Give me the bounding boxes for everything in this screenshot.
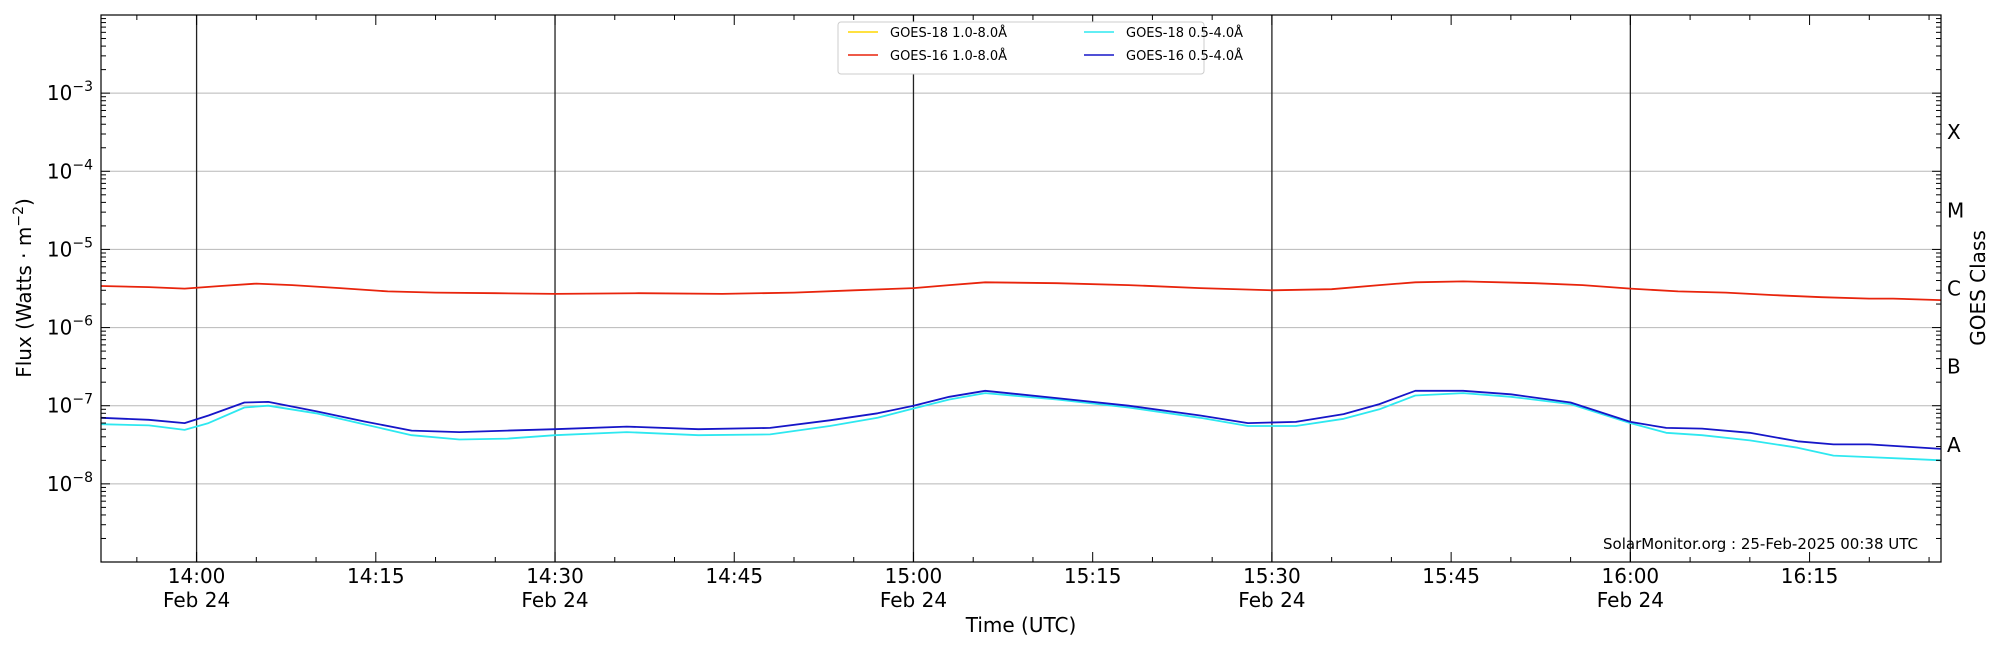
y-axis-label-exponent: −2: [11, 206, 27, 227]
y-tick-labels: 10−310−410−510−610−710−8: [47, 79, 93, 496]
y-tick-mantissa: 10: [47, 81, 72, 105]
goes-class-x: X: [1947, 120, 1961, 144]
series-lines: [100, 280, 1942, 462]
x-tick-label-time: 15:30: [1243, 564, 1301, 588]
x-tick-label-time: 15:15: [1064, 564, 1122, 588]
y-tick-mantissa: 10: [47, 394, 72, 418]
x-tick-label-time: 16:00: [1602, 564, 1660, 588]
x-tick-label-time: 14:30: [526, 564, 584, 588]
goes-class-axis-label: GOES Class: [1966, 230, 1990, 346]
plot-frame: [100, 14, 1942, 563]
legend-label: GOES-16 1.0-8.0Å: [890, 48, 1007, 64]
y-tick-exponent: −3: [72, 79, 93, 95]
y-tick-label: 10−3: [47, 79, 93, 105]
legend-label: GOES-18 0.5-4.0Å: [1126, 25, 1243, 41]
goes-class-b: B: [1947, 355, 1961, 379]
y-tick-exponent: −8: [72, 470, 93, 486]
credit-text: SolarMonitor.org : 25-Feb-2025 00:38 UTC: [1603, 535, 1918, 553]
y-tick-mantissa: 10: [47, 472, 72, 496]
y-tick-mantissa: 10: [47, 316, 72, 340]
goes-class-c: C: [1947, 277, 1961, 301]
series-line-1: [100, 280, 1942, 301]
x-axis-label: Time (UTC): [965, 613, 1077, 637]
x-tick-label-time: 15:00: [885, 564, 943, 588]
series-line-2: [100, 392, 1942, 462]
goes-class-m: M: [1947, 198, 1964, 222]
y-tick-label: 10−8: [47, 470, 93, 496]
y-tick-label: 10−7: [47, 392, 93, 418]
legend-label: GOES-18 1.0-8.0Å: [890, 25, 1007, 41]
y-tick-label: 10−6: [47, 314, 93, 340]
y-axis-label: Flux (Watts · m−2): [11, 198, 36, 378]
legend-label: GOES-16 0.5-4.0Å: [1126, 48, 1243, 64]
y-tick-exponent: −6: [72, 314, 93, 330]
x-tick-label-time: 15:45: [1422, 564, 1480, 588]
legend: GOES-18 1.0-8.0Å GOES-16 1.0-8.0Å GOES-18 …: [837, 21, 1243, 75]
y-tick-exponent: −4: [72, 157, 93, 173]
y-tick-label: 10−5: [47, 235, 93, 261]
x-tick-label-date: Feb 24: [163, 588, 230, 612]
axis-ticks: [101, 15, 1941, 563]
x-tick-label-date: Feb 24: [521, 588, 588, 612]
x-tick-label-time: 14:00: [168, 564, 226, 588]
gridlines: [101, 92, 1941, 485]
x-tick-label-date: Feb 24: [1597, 588, 1664, 612]
y-axis-label-close: ): [12, 198, 36, 206]
x-tick-label-date: Feb 24: [1238, 588, 1305, 612]
y-axis-label-main: Flux (Watts · m: [12, 227, 36, 378]
y-tick-exponent: −5: [72, 235, 93, 251]
y-tick-exponent: −7: [72, 392, 93, 408]
y-tick-mantissa: 10: [47, 159, 72, 183]
legend-box: [837, 21, 1205, 75]
series-line-3: [100, 389, 1942, 450]
x-tick-label-time: 16:15: [1781, 564, 1839, 588]
y-tick-mantissa: 10: [47, 237, 72, 261]
x-tick-label-time: 14:15: [347, 564, 405, 588]
y-tick-label: 10−4: [47, 157, 93, 183]
x-tick-label-time: 14:45: [705, 564, 763, 588]
x-tick-label-date: Feb 24: [880, 588, 947, 612]
goes-class-a: A: [1947, 433, 1961, 457]
goes-class-labels: X M C B A: [1947, 120, 1964, 457]
